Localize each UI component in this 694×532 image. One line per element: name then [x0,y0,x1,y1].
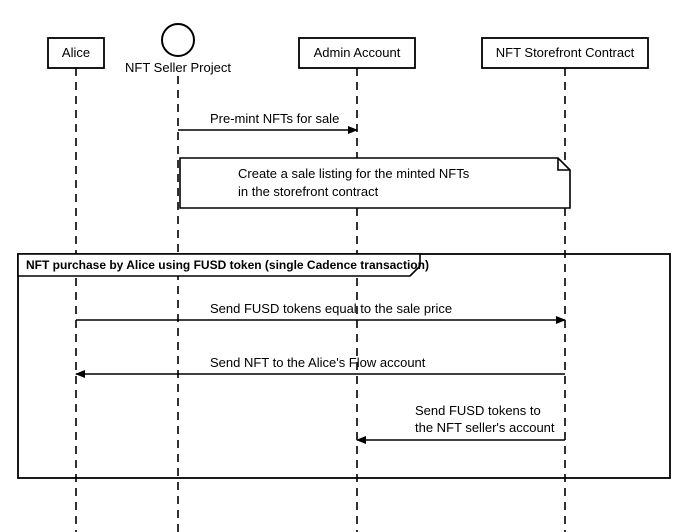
note-line1: Create a sale listing for the minted NFT… [238,166,470,181]
frame-label: NFT purchase by Alice using FUSD token (… [26,258,429,272]
actor-label-storefront: NFT Storefront Contract [496,45,635,60]
actor-label-admin: Admin Account [314,45,401,60]
actor-label-alice: Alice [62,45,90,60]
actor-head-seller [162,24,194,56]
actor-label-seller: NFT Seller Project [125,60,231,75]
message-label-1: Send FUSD tokens equal to the sale price [210,301,452,316]
message-label-3-line2: the NFT seller's account [415,420,555,435]
message-label-0: Pre-mint NFTs for sale [210,111,339,126]
message-label-3: Send FUSD tokens to [415,403,541,418]
message-label-2: Send NFT to the Alice's Flow account [210,355,426,370]
note-line2: in the storefront contract [238,184,379,199]
